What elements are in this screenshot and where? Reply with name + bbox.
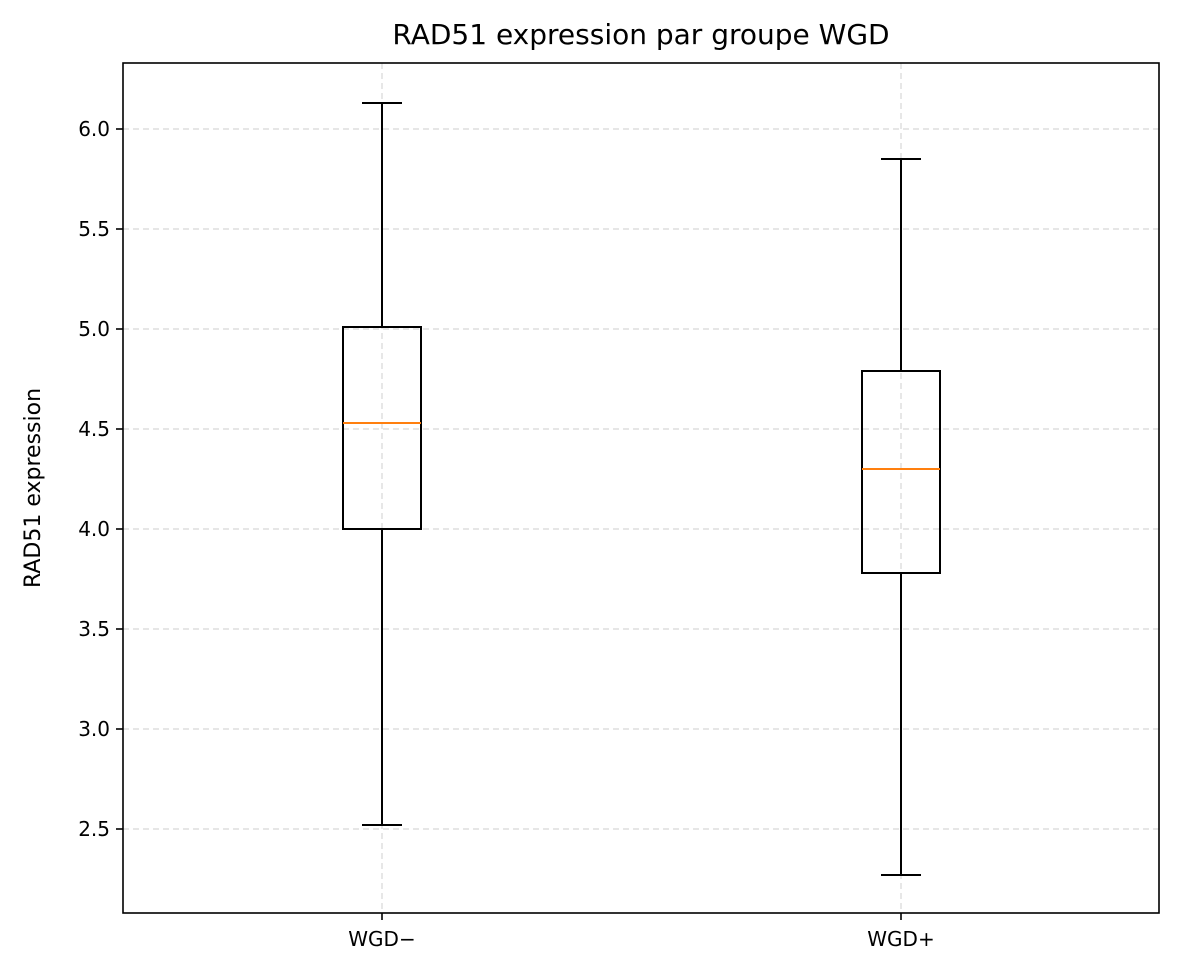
axes: 2.5 3.0 3.5 4.0 4.5 5.0 5.5 6.0 WGD− WGD+: [78, 62, 1160, 951]
boxplot-marks: [342, 102, 941, 876]
x-tick-label: WGD+: [867, 927, 934, 951]
box-group: [342, 102, 422, 826]
iqr-box: [861, 370, 941, 574]
y-tick-label: 3.5: [78, 617, 110, 641]
x-tick-label: WGD−: [348, 927, 415, 951]
box-group: [861, 158, 941, 876]
y-axis-label: RAD51 expression: [21, 388, 46, 588]
plot-frame: [122, 62, 1160, 914]
y-tick-label: 6.0: [78, 117, 110, 141]
iqr-box: [342, 326, 422, 530]
y-tick-label: 4.5: [78, 417, 110, 441]
chart-title: RAD51 expression par groupe WGD: [392, 18, 889, 51]
grid-lines: [123, 63, 1159, 913]
y-tick-label: 5.5: [78, 217, 110, 241]
y-tick-label: 3.0: [78, 717, 110, 741]
y-tick-label: 2.5: [78, 817, 110, 841]
y-tick-label: 4.0: [78, 517, 110, 541]
y-tick-label: 5.0: [78, 317, 110, 341]
